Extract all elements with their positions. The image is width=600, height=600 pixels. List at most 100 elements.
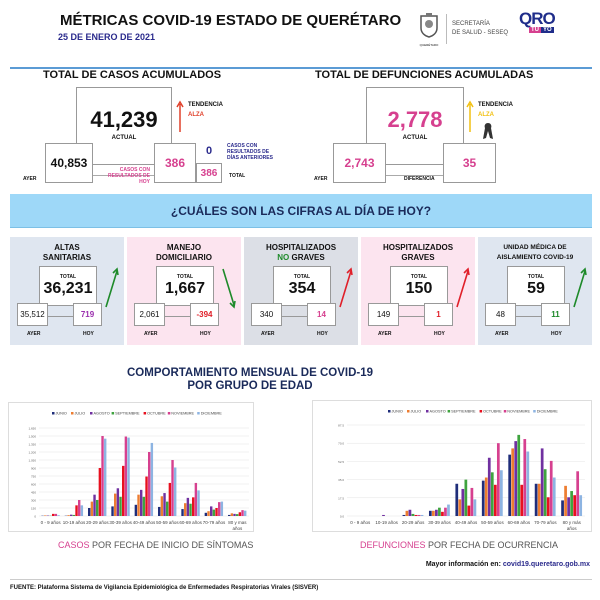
total-value: 36,231 — [43, 280, 93, 297]
bar-octubre — [52, 513, 55, 516]
x-tick-label: años — [232, 526, 243, 531]
hoy-value: 1 — [424, 303, 453, 326]
x-tick-label: 30-39 años — [428, 520, 451, 525]
total-value: 59 — [527, 280, 545, 297]
legend-label: SEPTIEMBRE — [451, 410, 476, 414]
y-tick-label: 300 — [31, 499, 36, 503]
total-label: TOTAL — [176, 274, 194, 280]
more-info-link[interactable]: covid19.queretaro.gob.mx — [502, 561, 590, 568]
bar-diciembre — [500, 470, 503, 516]
trend-up-arrow-icon — [573, 267, 587, 308]
total-label: TOTAL — [59, 274, 77, 280]
bar-noviembre — [54, 513, 58, 516]
divider — [446, 14, 447, 44]
legend-swatch — [426, 410, 429, 413]
logo-text: YO — [541, 27, 554, 33]
panel-title: HOSPITALIZADOS GRAVES — [361, 243, 475, 263]
more-info: Mayor información en: covid19.queretaro.… — [426, 561, 590, 568]
ayer-value: 48 — [485, 303, 516, 326]
bar-septiembre — [142, 496, 146, 516]
bar-agosto — [93, 494, 96, 516]
cases-actual-value: 41,239 — [90, 107, 158, 132]
qro-tu-yo-logo: QRO TÚ YO — [519, 10, 561, 33]
bar-diciembre — [127, 437, 130, 516]
legend-swatch — [447, 410, 451, 413]
x-tick-label: 30-39 años — [109, 520, 132, 525]
total-value: 1,667 — [164, 280, 206, 297]
banner: ¿CUÁLES SON LAS CIFRAS AL DÍA DE HOY? — [10, 194, 592, 228]
y-tick-label: 0.0 — [340, 515, 345, 519]
actual-label: ACTUAL — [111, 135, 137, 141]
bar-julio — [137, 494, 140, 516]
panel-title-line: HOSPITALIZADOS — [382, 243, 454, 252]
bar-junio — [481, 480, 485, 516]
ayer-value: 35,512 — [17, 303, 48, 326]
actual-label: ACTUAL — [402, 135, 428, 141]
legend-label: NOVIEMBRE — [171, 412, 194, 416]
trend-value: ALZA — [478, 112, 494, 118]
cases-total-value: 386 — [196, 163, 222, 183]
difference-label: DIFERENCIA — [404, 176, 435, 182]
x-tick-label: 40-49 años — [455, 520, 478, 525]
panel-title: ALTAS SANITARIAS — [10, 243, 124, 263]
bar-octubre — [573, 495, 577, 516]
legend-swatch — [167, 412, 171, 415]
legend-label: SEPTIEMBRE — [115, 412, 140, 416]
connector-line — [149, 316, 195, 317]
hoy-value: 14 — [307, 303, 336, 326]
bar-septiembre — [517, 434, 521, 516]
source-text: Plataforma Sistema de Vigilancia Epidemi… — [37, 585, 319, 591]
legend-label: OCTUBRE — [147, 412, 166, 416]
y-tick-label: 1,200 — [28, 451, 36, 455]
bar-septiembre — [438, 507, 441, 516]
bar-julio — [207, 511, 210, 516]
deaths-by-age-chart: 0.0 17.5 35.0 52.5 70.0 87.5 0 - 9 años 10-19 a… — [312, 400, 592, 532]
legend-swatch — [407, 410, 410, 413]
bar-noviembre — [194, 482, 198, 516]
title-text: DOMICILIARIO — [156, 253, 212, 262]
bar-agosto — [408, 509, 412, 516]
x-tick-label: 50-59 años — [156, 520, 179, 525]
trend-label: TENDENCIA — [478, 102, 514, 108]
bar-junio — [455, 483, 459, 516]
bar-octubre — [238, 512, 242, 516]
bar-noviembre — [101, 436, 104, 516]
panel-title-line: HOSPITALIZADOS — [265, 243, 337, 252]
y-tick-label: 1,350 — [28, 443, 36, 447]
panel: UNIDAD MÉDICA DE AISLAMIENTO COVID-19 TOT… — [478, 237, 592, 345]
y-tick-label: 35.0 — [338, 478, 344, 482]
legend-label: DICIEMBRE — [201, 412, 223, 416]
panel-title-line: MANEJO — [166, 243, 202, 252]
bar-julio — [537, 483, 541, 516]
bar-junio — [428, 510, 432, 516]
bar-octubre — [75, 505, 78, 516]
legend-swatch — [52, 412, 55, 415]
x-tick-label: 70-79 años — [203, 520, 226, 525]
secretaria-line: DE SALUD - SESEQ — [452, 30, 509, 36]
x-tick-label: 60-69 años — [508, 520, 531, 525]
legend-label: NOVIEMBRE — [507, 410, 530, 414]
legend-swatch — [479, 410, 483, 413]
bar-noviembre — [496, 443, 500, 516]
bar-noviembre — [417, 514, 421, 516]
bar-junio — [181, 509, 184, 516]
cases-today-value: 386 — [154, 143, 196, 183]
bar-julio — [114, 493, 117, 516]
x-tick-label: 80 y más — [563, 520, 582, 525]
y-tick-label: 52.5 — [338, 460, 344, 464]
ayer-value: 340 — [251, 303, 282, 326]
bar-octubre — [441, 511, 444, 516]
bar-diciembre — [420, 514, 424, 516]
bar-septiembre — [96, 500, 99, 516]
bar-julio — [90, 501, 94, 516]
panel-title-line: NO GRAVES — [244, 253, 358, 263]
bar-junio — [111, 506, 114, 516]
more-info-label: Mayor información en: — [425, 561, 501, 568]
panel-title-line: GRAVES — [361, 253, 475, 263]
hoy-value: 719 — [73, 303, 102, 326]
trend-up-arrow-icon — [466, 100, 474, 137]
y-tick-label: 150 — [31, 507, 36, 511]
caption-text: POR FECHA DE INICIO DE SÍNTOMAS — [89, 540, 254, 550]
legend-swatch — [71, 412, 74, 415]
x-tick-label: 0 - 9 años — [350, 520, 371, 525]
